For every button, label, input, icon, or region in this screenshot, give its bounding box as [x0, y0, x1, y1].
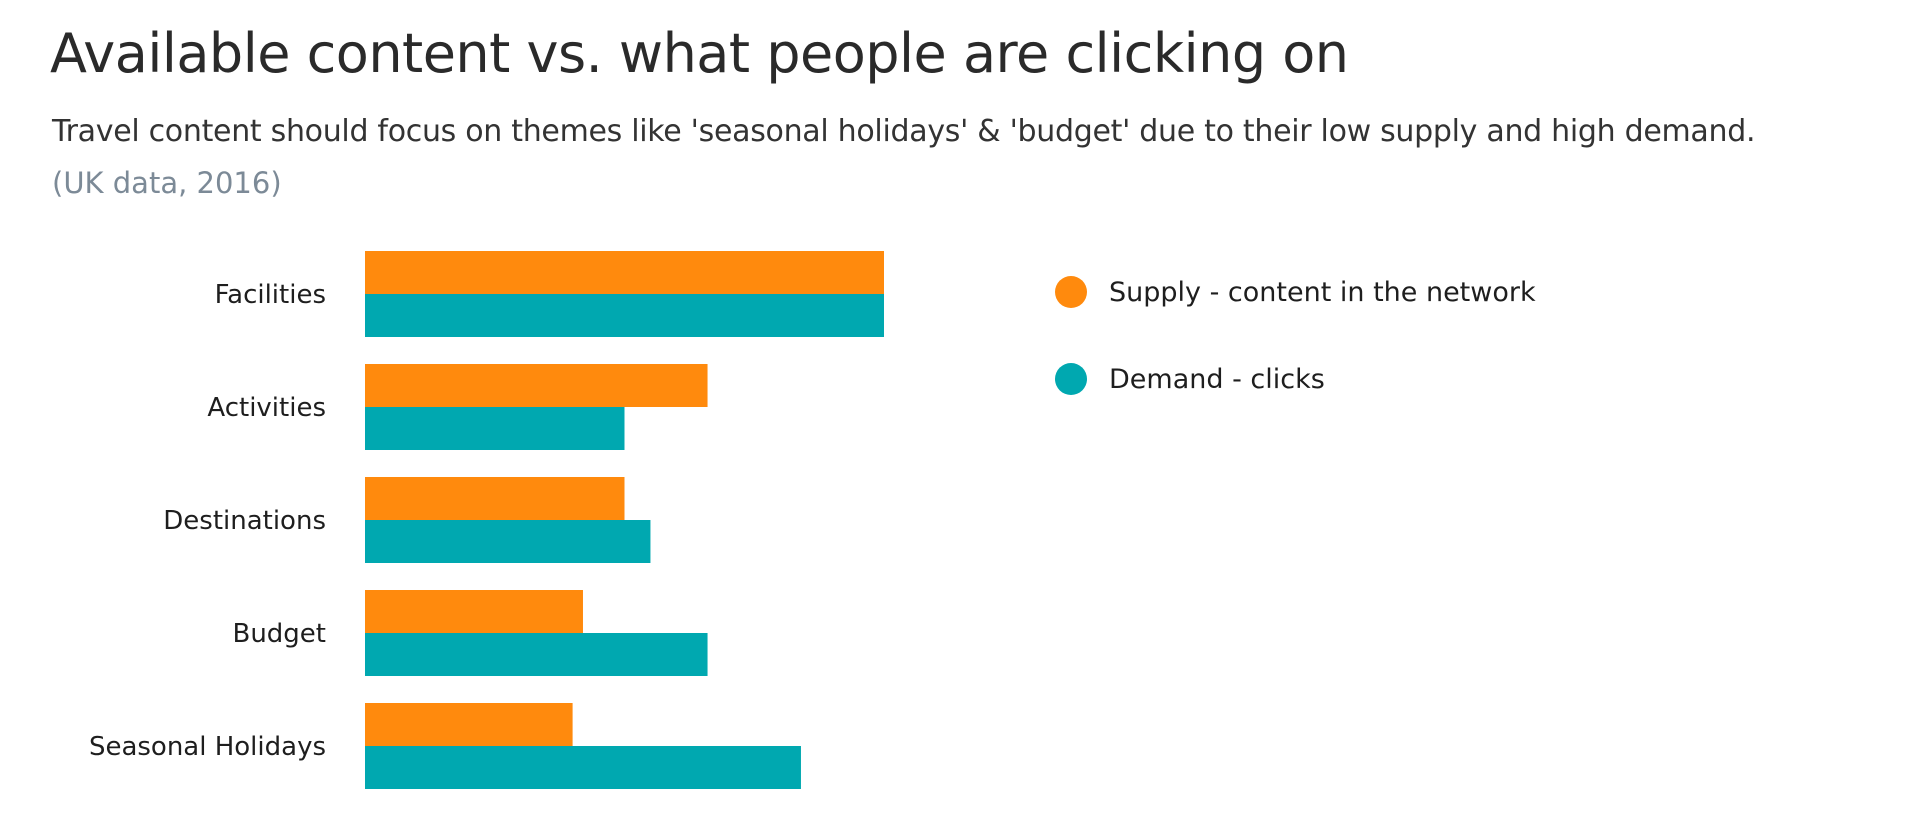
bar-demand: [365, 746, 801, 789]
category-label: Budget: [232, 619, 326, 649]
legend-item-demand: Demand - clicks: [1055, 359, 1536, 399]
bar-supply: [365, 477, 625, 520]
legend-label-demand: Demand - clicks: [1109, 363, 1325, 395]
bar-demand: [365, 520, 651, 563]
category-label: Destinations: [163, 506, 326, 536]
legend-swatch-supply: [1055, 276, 1087, 308]
bar-supply: [365, 703, 573, 746]
category-label: Seasonal Holidays: [89, 732, 326, 762]
legend-swatch-demand: [1055, 363, 1087, 395]
bar-supply: [365, 590, 583, 633]
bar-demand: [365, 407, 625, 450]
chart-note: (UK data, 2016): [52, 166, 282, 200]
legend-label-supply: Supply - content in the network: [1109, 276, 1536, 308]
chart-subtitle: Travel content should focus on themes li…: [52, 114, 1756, 149]
bar-demand: [365, 633, 708, 676]
chart-title: Available content vs. what people are cl…: [50, 22, 1349, 85]
bar-supply: [365, 364, 708, 407]
legend: Supply - content in the network Demand -…: [1055, 272, 1536, 446]
category-label: Facilities: [215, 280, 326, 310]
category-label: Activities: [207, 393, 326, 423]
legend-item-supply: Supply - content in the network: [1055, 272, 1536, 312]
bar-chart: Facilities Activities Destinations Budget Se…: [89, 251, 884, 789]
bar-demand: [365, 294, 884, 337]
bar-supply: [365, 251, 884, 294]
